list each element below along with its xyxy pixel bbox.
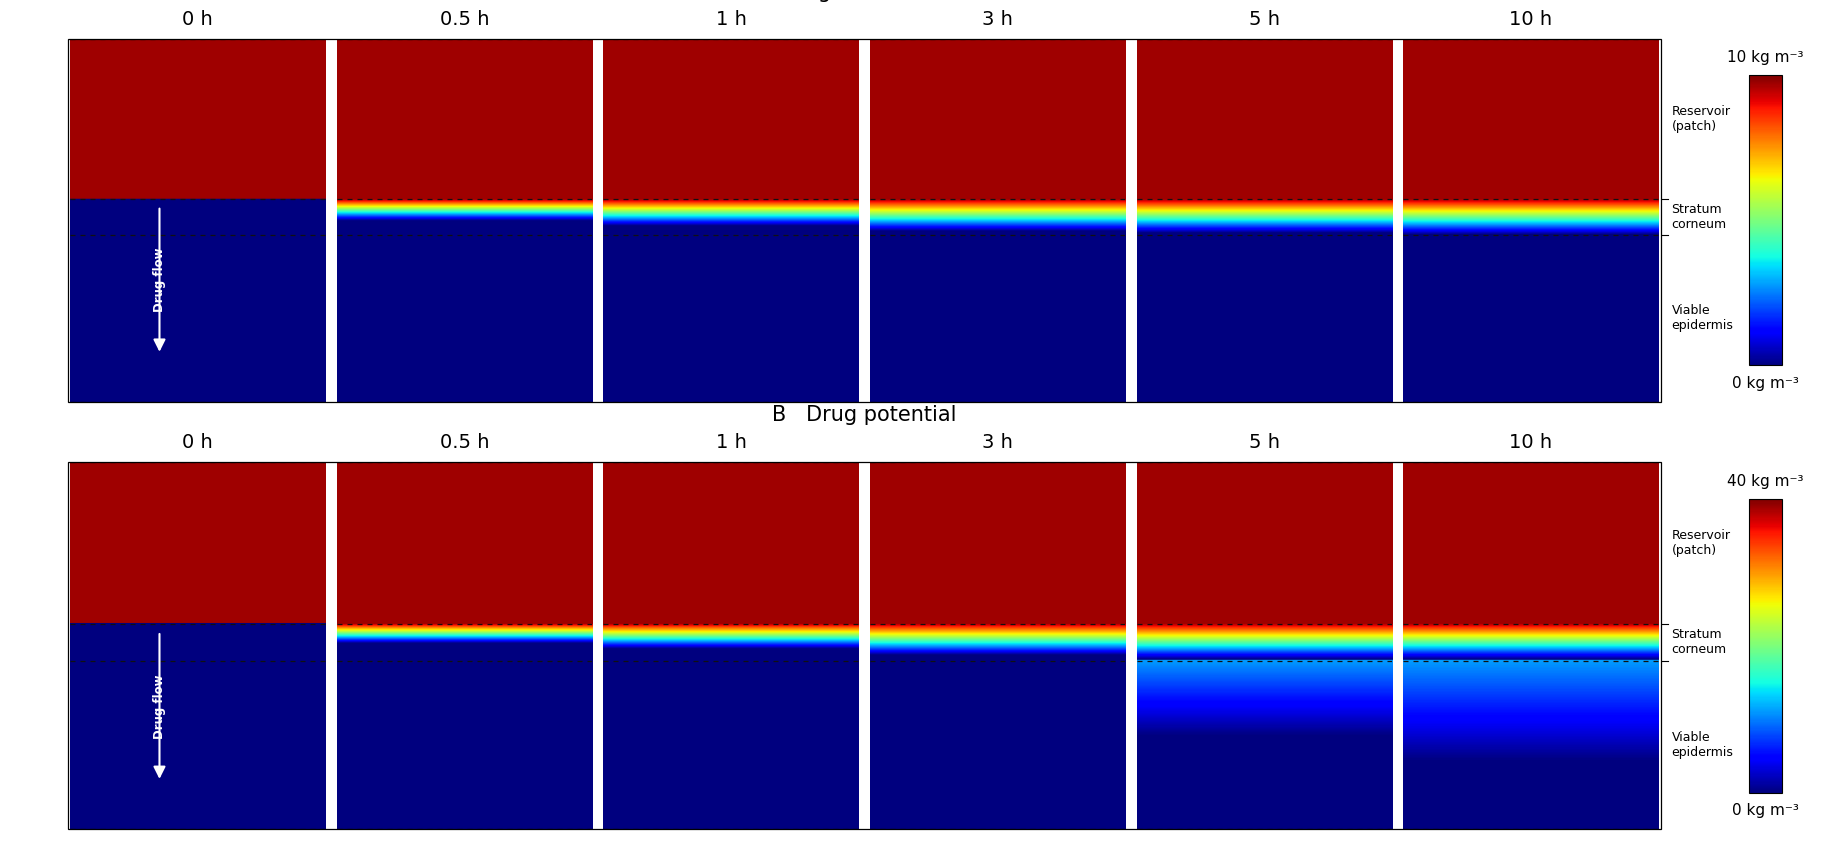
- Text: 3 h: 3 h: [982, 10, 1014, 29]
- Text: Viable
epidermis: Viable epidermis: [1672, 304, 1734, 333]
- Text: 3 h: 3 h: [982, 433, 1014, 452]
- Text: 0 h: 0 h: [182, 10, 214, 29]
- Text: B   Drug potential: B Drug potential: [772, 405, 957, 425]
- Text: 0.5 h: 0.5 h: [440, 433, 488, 452]
- Text: Viable
epidermis: Viable epidermis: [1672, 731, 1734, 759]
- Text: Drug flow: Drug flow: [153, 674, 166, 739]
- Text: Reservoir
(patch): Reservoir (patch): [1672, 529, 1731, 557]
- Text: 5 h: 5 h: [1250, 10, 1279, 29]
- Text: 10 h: 10 h: [1509, 10, 1552, 29]
- Text: 1 h: 1 h: [715, 433, 746, 452]
- Text: 5 h: 5 h: [1250, 433, 1279, 452]
- Text: 0 kg m⁻³: 0 kg m⁻³: [1732, 804, 1799, 818]
- Text: 0 kg m⁻³: 0 kg m⁻³: [1732, 376, 1799, 391]
- Text: 10 kg m⁻³: 10 kg m⁻³: [1727, 50, 1804, 65]
- Text: 0.5 h: 0.5 h: [440, 10, 488, 29]
- Text: 40 kg m⁻³: 40 kg m⁻³: [1727, 473, 1804, 488]
- Text: Reservoir
(patch): Reservoir (patch): [1672, 105, 1731, 133]
- Text: Stratum
corneum: Stratum corneum: [1672, 203, 1727, 231]
- Text: 1 h: 1 h: [715, 10, 746, 29]
- Text: 0 h: 0 h: [182, 433, 214, 452]
- Text: A   Drug concentration: A Drug concentration: [746, 0, 982, 2]
- Text: 10 h: 10 h: [1509, 433, 1552, 452]
- Text: Stratum
corneum: Stratum corneum: [1672, 628, 1727, 656]
- Text: Drug flow: Drug flow: [153, 248, 166, 313]
